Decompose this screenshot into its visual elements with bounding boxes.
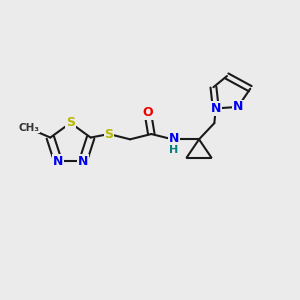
Text: O: O: [142, 106, 153, 119]
Text: S: S: [66, 116, 75, 129]
Text: N: N: [169, 132, 179, 145]
Text: CH₃: CH₃: [18, 123, 39, 133]
Text: N: N: [233, 100, 243, 113]
Text: H: H: [169, 145, 178, 155]
Text: N: N: [78, 155, 88, 168]
Text: S: S: [104, 128, 113, 140]
Text: N: N: [53, 155, 63, 168]
Text: N: N: [211, 102, 221, 115]
